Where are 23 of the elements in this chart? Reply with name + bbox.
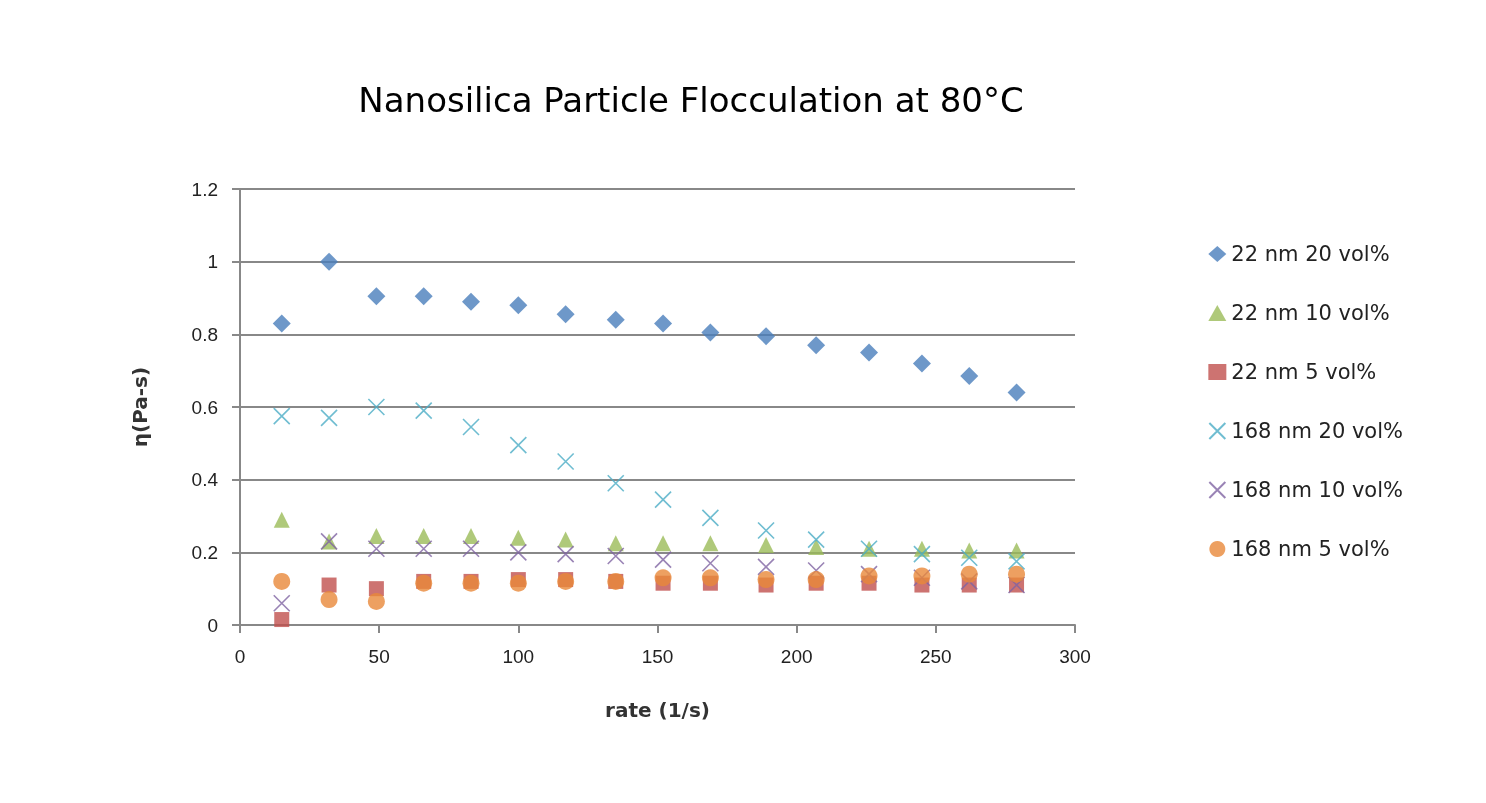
y-axis-title: η(Pa-s) bbox=[128, 366, 152, 448]
y-tick-label: 1 bbox=[207, 251, 218, 273]
x-tick-label: 300 bbox=[1059, 646, 1091, 667]
x-axis-title: rate (1/s) bbox=[605, 698, 710, 722]
x-tick-label: 200 bbox=[780, 646, 813, 667]
legend-label: 168 nm 20 vol% bbox=[1231, 419, 1404, 443]
x-tick-label: 50 bbox=[368, 646, 390, 667]
y-tick-label: 1.2 bbox=[191, 178, 218, 200]
chart-title: Nanosilica Particle Flocculation at 80°C bbox=[358, 80, 1024, 120]
x-tick-label: 150 bbox=[641, 646, 674, 667]
x-tick-label: 250 bbox=[919, 646, 952, 667]
y-tick-label: 0.4 bbox=[191, 469, 219, 491]
x-tick-label: 0 bbox=[234, 646, 246, 667]
legend-label: 22 nm 10 vol% bbox=[1231, 301, 1390, 325]
x-tick-label: 100 bbox=[502, 646, 535, 667]
legend-label: 22 nm 5 vol% bbox=[1231, 360, 1377, 384]
legend-label: 168 nm 5 vol% bbox=[1231, 537, 1390, 561]
legend-label: 22 nm 20 vol% bbox=[1231, 242, 1390, 266]
y-tick-label: 0.2 bbox=[191, 541, 218, 563]
legend-label: 168 nm 10 vol% bbox=[1231, 478, 1404, 502]
y-tick-label: 0.8 bbox=[191, 323, 218, 345]
y-tick-label: 0.6 bbox=[191, 396, 218, 418]
y-tick-label: 0 bbox=[207, 614, 218, 636]
